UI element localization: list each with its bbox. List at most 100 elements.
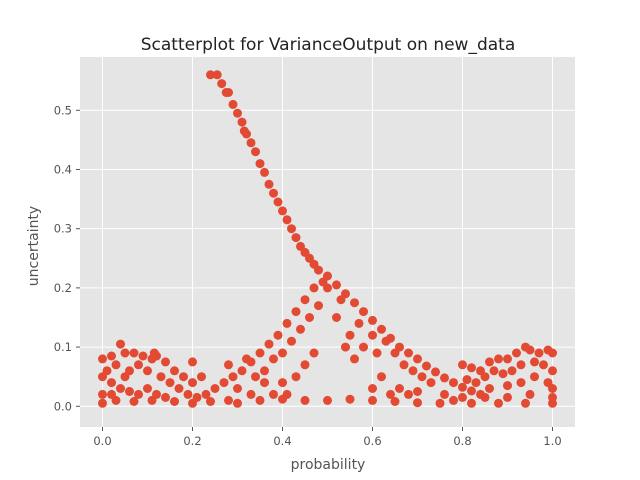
scatter-point — [98, 389, 107, 399]
scatter-point — [206, 397, 215, 406]
scatter-point — [323, 283, 332, 293]
x-axis-label: probability — [291, 457, 366, 473]
scatter-point — [242, 354, 251, 364]
scatter-point — [449, 378, 458, 388]
scatter-point — [485, 384, 494, 393]
y-tick-label: 0.1 — [54, 340, 72, 354]
scatter-point — [278, 206, 287, 216]
scatter-point — [458, 392, 467, 402]
scatter-point — [217, 79, 227, 89]
scatter-point — [458, 382, 467, 392]
scatter-point — [422, 361, 431, 371]
scatter-point — [188, 357, 197, 367]
scatter-point — [197, 372, 206, 382]
scatter-point — [264, 179, 274, 189]
scatter-point — [530, 372, 539, 382]
x-tick-label: 1.0 — [543, 434, 561, 448]
scatter-point — [255, 395, 265, 405]
scatter-point — [368, 395, 377, 405]
scatter-point — [264, 339, 274, 349]
scatter-point — [368, 315, 377, 325]
scatter-point — [282, 318, 292, 328]
scatter-point — [516, 378, 526, 388]
scatter-point — [278, 378, 287, 388]
scatter-point — [255, 348, 265, 358]
scatter-point — [224, 88, 233, 97]
scatter-point — [98, 398, 107, 408]
scatter-point — [134, 389, 143, 399]
scatter-point — [260, 378, 269, 388]
scatter-point — [282, 215, 292, 225]
scatter-point — [206, 70, 215, 80]
scatter-point — [534, 348, 544, 358]
scatter-point — [165, 378, 175, 388]
scatter-point — [345, 330, 355, 340]
scatter-point — [183, 389, 193, 399]
scatter-point — [359, 342, 368, 352]
scatter-point — [494, 354, 503, 364]
x-axis-ticks: 0.0 0.2 0.4 0.6 0.8 1.0 — [93, 427, 562, 448]
scatter-point — [246, 138, 256, 148]
scatter-point — [287, 224, 296, 234]
scatter-point — [170, 397, 179, 406]
scatter-point — [336, 295, 346, 305]
scatter-point — [170, 366, 179, 376]
scatter-point — [237, 117, 247, 127]
scatter-point — [503, 354, 512, 364]
scatter-point — [494, 398, 503, 408]
scatter-point — [134, 360, 143, 370]
scatter-point — [413, 398, 422, 408]
scatter-point — [431, 367, 440, 377]
scatter-point — [498, 369, 508, 379]
scatter-point — [512, 348, 521, 358]
scatter-point — [188, 378, 197, 388]
scatter-point — [161, 357, 170, 367]
scatter-point — [332, 280, 341, 290]
x-tick-label: 0.4 — [273, 434, 291, 448]
scatter-point — [246, 389, 256, 399]
scatter-point — [480, 372, 490, 382]
scatter-point — [111, 395, 121, 405]
scatter-point — [273, 197, 283, 207]
y-tick-label: 0.3 — [54, 222, 72, 236]
scatter-point — [156, 372, 166, 382]
y-tick-label: 0.5 — [54, 103, 72, 117]
scatter-point — [377, 372, 386, 382]
scatter-point — [152, 351, 161, 361]
scatter-point — [291, 307, 301, 317]
scatter-point — [111, 360, 121, 370]
scatter-point — [413, 354, 422, 364]
x-tick-label: 0.2 — [183, 434, 201, 448]
scatter-point — [300, 395, 310, 405]
scatter-point — [98, 354, 107, 364]
scatter-point — [201, 389, 211, 399]
scatter-point — [287, 336, 296, 346]
y-tick-label: 0.0 — [54, 399, 72, 413]
scatter-point — [548, 348, 557, 358]
plot-background — [80, 57, 575, 427]
scatter-point — [228, 372, 238, 382]
scatter-point — [449, 395, 458, 405]
scatter-point — [467, 398, 476, 408]
scatter-point — [291, 233, 301, 243]
scatter-point — [210, 384, 220, 393]
scatter-point — [359, 307, 368, 317]
scatter-point — [386, 389, 395, 399]
scatter-point — [300, 360, 310, 370]
scatter-point — [462, 375, 472, 385]
scatter-points — [98, 70, 557, 408]
scatter-point — [143, 366, 152, 376]
scatter-point — [417, 372, 427, 382]
x-tick-label: 0.6 — [363, 434, 381, 448]
scatter-point — [269, 389, 278, 399]
scatter-point — [467, 386, 476, 396]
scatter-point — [116, 339, 125, 349]
scatter-point — [212, 70, 222, 80]
scatter-point — [548, 366, 557, 376]
scatter-point — [309, 348, 319, 358]
scatter-point — [440, 389, 449, 399]
y-tick-label: 0.4 — [54, 162, 72, 176]
scatter-point — [242, 129, 251, 139]
scatter-point — [260, 167, 269, 177]
